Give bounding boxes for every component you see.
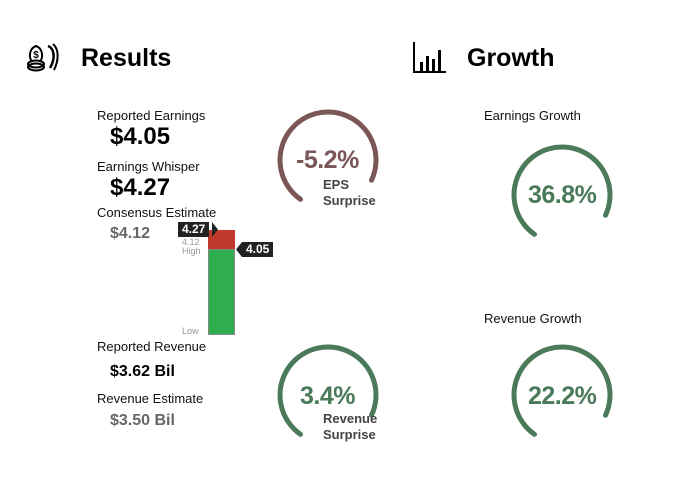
revenue-surprise-label-line1: Revenue [323,411,378,426]
whisper-tag: 4.27 [178,222,210,237]
eps-surprise-label-line2: Surprise [323,193,376,208]
revenue-growth-gauge [511,344,613,437]
revenue-surprise-label: Revenue Surprise [323,411,377,443]
revenue-growth-label: Revenue Growth [484,311,582,326]
eps-surprise-label: EPS Surprise [323,177,376,209]
high-label: High [182,246,201,256]
reported-revenue-label: Reported Revenue [97,339,207,354]
revenue-estimate-label: Revenue Estimate [97,391,204,406]
bar-red-segment [208,230,235,249]
earnings-growth-gauge [511,144,613,237]
tag-pointers [212,222,242,257]
results-title: Results [81,44,172,72]
growth-title: Growth [467,44,555,72]
reported-revenue-value: $3.62 Bil [110,363,175,380]
eps-surprise-value: -5.2% [296,146,359,174]
money-bag-icon: $ [26,42,60,77]
eps-range-bar: 4.27 4.12 High Low 4.05 [170,220,280,340]
revenue-growth-value: 22.2% [528,382,597,410]
revenue-surprise-gauge [277,344,379,437]
low-label: Low [182,326,199,336]
revenue-surprise-label-line2: Surprise [323,427,376,442]
reported-earnings-value: $4.05 [110,123,171,150]
earnings-growth-value: 36.8% [528,181,597,209]
bar-chart-icon [412,42,446,79]
eps-surprise-gauge [277,109,379,202]
consensus-estimate-value: $4.12 [110,225,151,242]
eps-surprise-label-line1: EPS [323,177,350,192]
consensus-tag: 4.12 [182,237,200,247]
consensus-estimate-label: Consensus Estimate [97,205,217,220]
earnings-whisper-value: $4.27 [110,174,171,201]
revenue-estimate-value: $3.50 Bil [110,412,175,429]
earnings-whisper-label: Earnings Whisper [97,159,200,174]
earnings-growth-label: Earnings Growth [484,108,581,123]
reported-earnings-label: Reported Earnings [97,108,206,123]
revenue-surprise-value: 3.4% [300,382,355,410]
reported-tag: 4.05 [242,242,274,257]
svg-text:$: $ [33,50,39,61]
bar-green-segment [208,249,235,335]
